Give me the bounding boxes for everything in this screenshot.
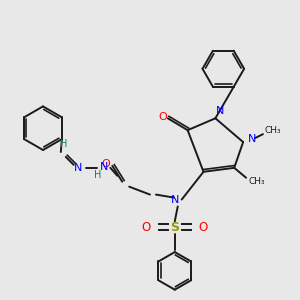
Text: CH₃: CH₃ (265, 126, 281, 135)
Text: N: N (171, 194, 179, 205)
Text: O: O (199, 221, 208, 234)
Text: O: O (141, 221, 151, 234)
Text: N: N (74, 163, 82, 173)
Text: O: O (101, 159, 110, 169)
Text: H: H (94, 170, 101, 180)
Text: H: H (60, 139, 68, 149)
Text: S: S (170, 221, 179, 234)
Text: CH₃: CH₃ (249, 177, 265, 186)
Text: N: N (100, 162, 109, 172)
Text: N: N (216, 106, 224, 116)
Text: O: O (158, 112, 167, 122)
Text: N: N (248, 134, 256, 144)
